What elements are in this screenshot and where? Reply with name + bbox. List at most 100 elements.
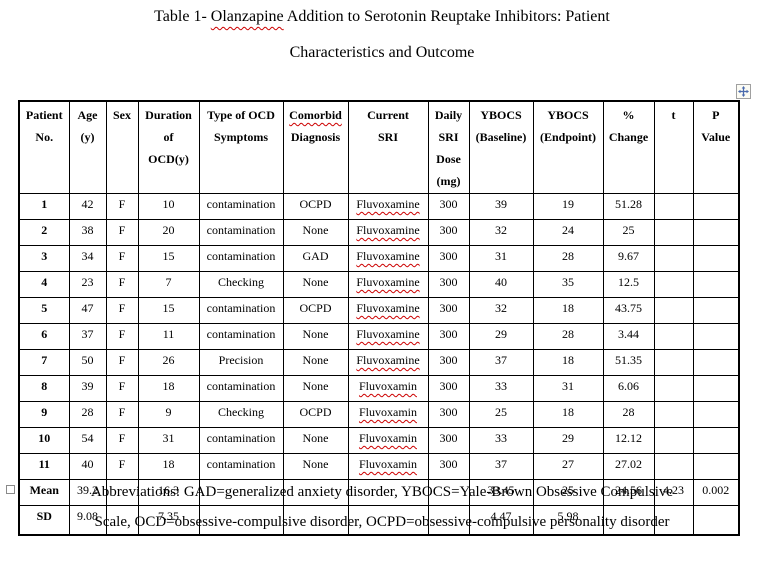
table-cell	[692, 349, 740, 376]
table-cell: 33	[468, 375, 534, 402]
table-cell: 19	[532, 193, 604, 220]
table-cell: Checking	[198, 271, 284, 298]
table-resize-handle[interactable]	[6, 485, 15, 494]
table-title: Table 1- Olanzapine Addition to Serotoni…	[0, 7, 764, 63]
table-cell: OCPD	[282, 193, 349, 220]
table-cell: 5	[18, 297, 70, 324]
table-cell	[692, 245, 740, 272]
table-cell: 42	[68, 193, 107, 220]
table-cell: contamination	[198, 427, 284, 454]
table-row: 8 39 F 18 contamination None Fluvoxamin 300 33 31…	[18, 375, 740, 402]
table-cell: F	[105, 349, 139, 376]
title-text-part2: Addition to Serotonin Reuptake Inhibitor…	[283, 8, 610, 25]
table-cell: 300	[427, 245, 470, 272]
table-row: 11 40 F 18 contamination None Fluvoxamin 300 37 2…	[18, 453, 740, 480]
table-cell: 16.3	[137, 479, 200, 506]
table-cell: None	[282, 271, 349, 298]
table-cell: 18	[532, 297, 604, 324]
column-header: Comorbid Diagnosis	[282, 100, 349, 194]
table-cell	[692, 401, 740, 428]
table-cell: 2	[18, 219, 70, 246]
table-cell: None	[282, 349, 349, 376]
table-cell: F	[105, 271, 139, 298]
table-cell: F	[105, 219, 139, 246]
column-header: Current SRI	[347, 100, 429, 194]
table-row: SD 9.08 7.35 4.47 5.98	[18, 505, 740, 536]
column-header: Sex	[105, 100, 139, 194]
table-cell: 39.2	[68, 479, 107, 506]
table-cell: 47	[68, 297, 107, 324]
table-cell: 3.44	[602, 323, 655, 350]
column-header: Daily SRI Dose (mg)	[427, 100, 470, 194]
table-cell: 4.23	[653, 479, 694, 506]
table-cell: 29	[468, 323, 534, 350]
table-cell: 27	[532, 453, 604, 480]
table-cell: Fluvoxamin	[347, 427, 429, 454]
table-row: Mean 39.2 16.3 33.45 25 24.56 4.23 0.002	[18, 479, 740, 506]
abbreviations-line1: Abbreviations: GAD=generalized anxiety d…	[90, 484, 674, 500]
table-cell: Precision	[198, 349, 284, 376]
abbreviations-line2: Scale, OCD=obsessive-compulsive disorder…	[94, 514, 670, 530]
table-cell: 9	[18, 401, 70, 428]
table-cell: F	[105, 401, 139, 428]
table-cell: 7	[18, 349, 70, 376]
table-cell: 9.08	[68, 505, 107, 536]
table-cell	[653, 219, 694, 246]
table-cell: None	[282, 427, 349, 454]
table-cell: contamination	[198, 193, 284, 220]
table-cell	[282, 479, 349, 506]
table-cell: 300	[427, 401, 470, 428]
table-cell	[692, 219, 740, 246]
table-cell: Fluvoxamin	[347, 401, 429, 428]
table-cell: 39	[68, 375, 107, 402]
column-header: % Change	[602, 100, 655, 194]
table-cell: Fluvoxamin	[347, 375, 429, 402]
table-cell: 32	[468, 297, 534, 324]
table-cell: Fluvoxamine	[347, 271, 429, 298]
table-cell: Checking	[198, 401, 284, 428]
table-cell: Fluvoxamine	[347, 219, 429, 246]
table-cell	[602, 505, 655, 536]
table-cell: 39	[468, 193, 534, 220]
table-cell	[692, 193, 740, 220]
table-cell: 11	[137, 323, 200, 350]
table-cell	[692, 375, 740, 402]
table-cell: contamination	[198, 245, 284, 272]
table-cell: 18	[137, 375, 200, 402]
table-cell: None	[282, 375, 349, 402]
table-row: 5 47 F 15 contamination OCPD Fluvoxamine 300 32 1…	[18, 297, 740, 324]
column-header: Age (y)	[68, 100, 107, 194]
table-cell: 0.002	[692, 479, 740, 506]
table-cell	[347, 479, 429, 506]
table-cell: F	[105, 297, 139, 324]
table-cell: 6	[18, 323, 70, 350]
table-cell: 28	[532, 245, 604, 272]
table-cell: 8	[18, 375, 70, 402]
table-cell: 43.75	[602, 297, 655, 324]
table-cell: F	[105, 193, 139, 220]
column-header: P Value	[692, 100, 740, 194]
table-cell: 12.5	[602, 271, 655, 298]
table-cell: 24.56	[602, 479, 655, 506]
column-header: Type of OCD Symptoms	[198, 100, 284, 194]
table-cell: 51.28	[602, 193, 655, 220]
table-cell: 29	[532, 427, 604, 454]
table-cell: 15	[137, 297, 200, 324]
table-cell: OCPD	[282, 297, 349, 324]
table-cell	[653, 375, 694, 402]
table-cell	[653, 193, 694, 220]
table-cell: contamination	[198, 453, 284, 480]
table-move-handle[interactable]	[736, 84, 751, 99]
table-cell: 40	[68, 453, 107, 480]
table-cell: 300	[427, 453, 470, 480]
table-cell: F	[105, 323, 139, 350]
table-cell: 12.12	[602, 427, 655, 454]
table-cell: 26	[137, 349, 200, 376]
title-misspelled-word: Olanzapine	[210, 8, 284, 25]
table-cell: Mean	[18, 479, 70, 506]
table-cell: Fluvoxamine	[347, 193, 429, 220]
table-cell: 33.45	[468, 479, 534, 506]
table-cell	[653, 505, 694, 536]
table-cell	[427, 505, 470, 536]
table-cell: 18	[532, 349, 604, 376]
